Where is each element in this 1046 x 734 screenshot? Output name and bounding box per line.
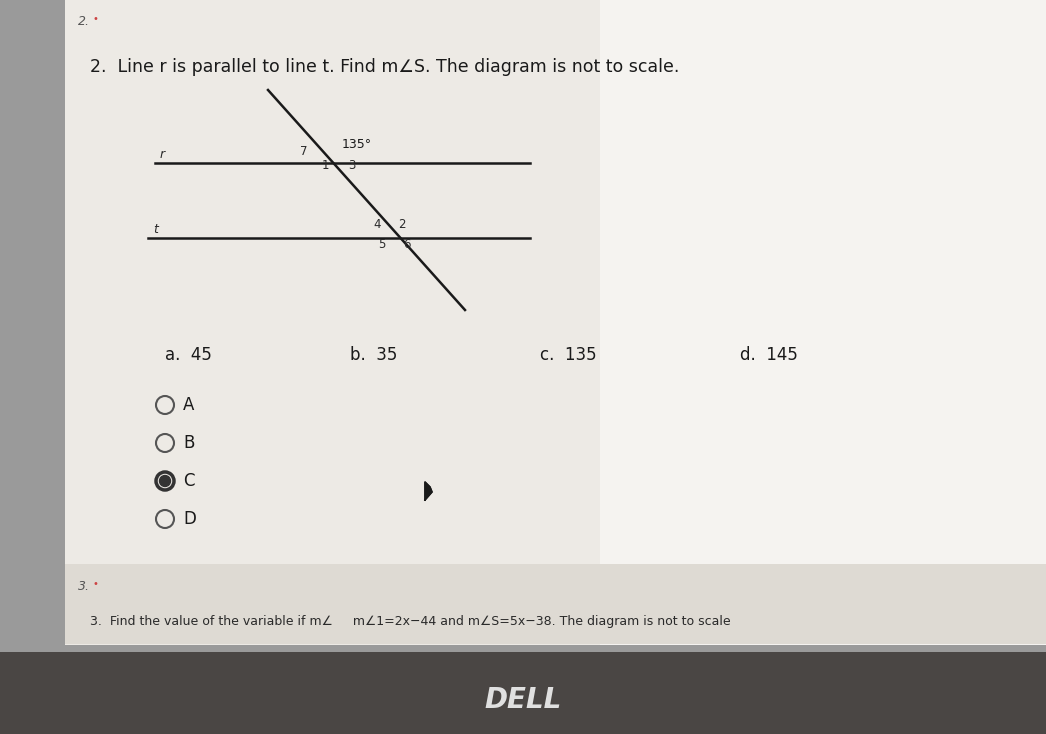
Text: A: A xyxy=(183,396,195,413)
Text: 3.: 3. xyxy=(78,580,90,593)
Polygon shape xyxy=(425,482,432,500)
Text: 1: 1 xyxy=(322,159,329,172)
Text: C: C xyxy=(183,471,195,490)
Text: c.  135: c. 135 xyxy=(540,346,596,364)
Text: 135°: 135° xyxy=(342,138,372,151)
Text: d.  145: d. 145 xyxy=(740,346,798,364)
Text: 4: 4 xyxy=(373,218,381,231)
Text: a.  45: a. 45 xyxy=(165,346,212,364)
Text: 2.: 2. xyxy=(78,15,90,28)
Text: B: B xyxy=(183,434,195,451)
Text: b.  35: b. 35 xyxy=(350,346,397,364)
Bar xyxy=(600,0,1046,645)
Text: •: • xyxy=(93,14,99,24)
Bar xyxy=(0,652,1046,734)
Text: D: D xyxy=(183,509,196,528)
Text: t: t xyxy=(153,223,158,236)
Text: 5: 5 xyxy=(378,238,385,251)
Bar xyxy=(65,0,1046,645)
Circle shape xyxy=(159,476,170,487)
Text: 2.  Line r is parallel to line t. Find m∠S. The diagram is not to scale.: 2. Line r is parallel to line t. Find m∠… xyxy=(90,58,679,76)
Text: 3: 3 xyxy=(348,159,356,172)
Text: •: • xyxy=(93,579,99,589)
Text: DELL: DELL xyxy=(484,686,562,714)
Text: 7: 7 xyxy=(300,145,308,158)
Text: 6: 6 xyxy=(403,238,410,251)
Text: r: r xyxy=(160,148,165,161)
Bar xyxy=(65,564,1046,644)
Text: 2: 2 xyxy=(397,218,406,231)
Text: 3.  Find the value of the variable if m∠     m∠1=2x−44 and m∠S=5x−38. The diagra: 3. Find the value of the variable if m∠ … xyxy=(90,615,730,628)
